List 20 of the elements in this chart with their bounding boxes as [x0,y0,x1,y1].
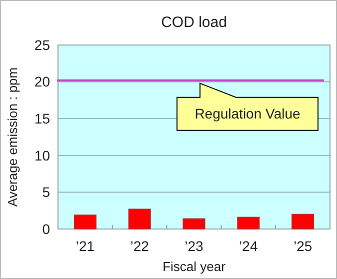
bar [237,216,260,230]
y-tick-label: 25 [34,36,50,53]
x-tick-label: ’22 [130,238,150,254]
x-tick-label: ’25 [293,238,312,254]
y-tick-label: 10 [34,147,50,164]
chart-title: COD load [161,14,227,31]
bar [292,214,314,230]
x-tick-label: ’21 [76,238,95,254]
y-tick-label: 20 [34,74,50,90]
bar [182,218,206,230]
bar [128,208,151,230]
y-axis-title: Average emission : ppm [5,67,20,207]
y-tick-label: 5 [42,184,50,200]
ref-line-label: Regulation Value [194,106,301,122]
x-tick-label: ’23 [184,238,204,254]
y-tick-label: 0 [42,220,50,237]
x-tick-label: ’24 [239,238,258,254]
x-axis-title: Fiscal year [162,259,226,274]
bar [74,214,96,230]
y-tick-label: 15 [34,110,50,126]
